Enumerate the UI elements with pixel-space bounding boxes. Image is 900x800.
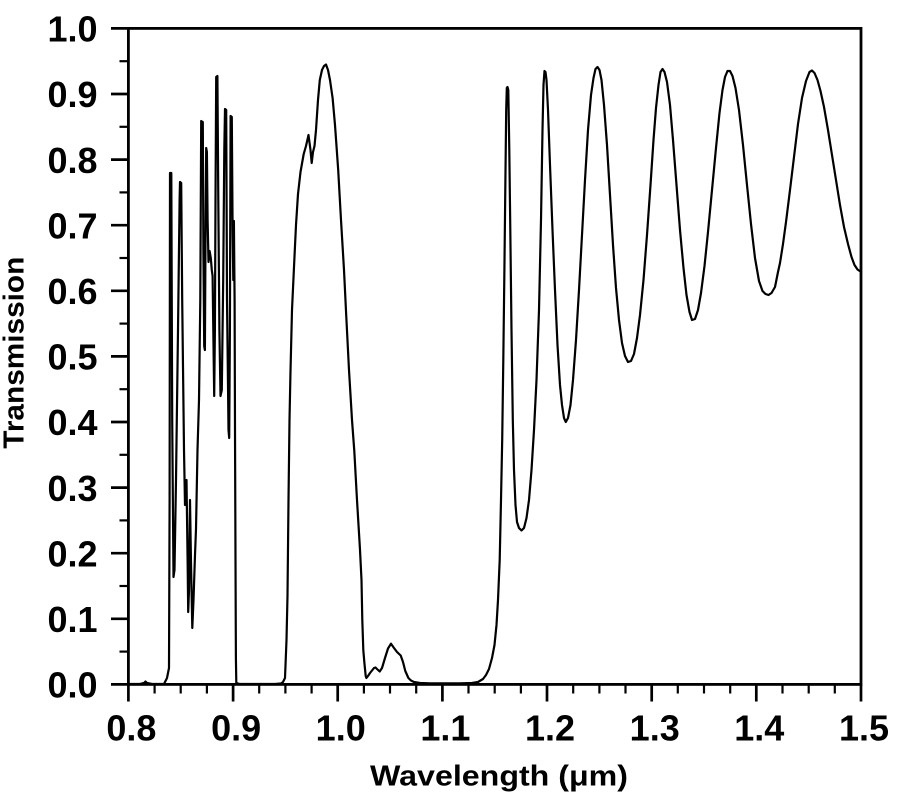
svg-text:0.1: 0.1 (47, 599, 97, 640)
svg-text:Wavelength (μm): Wavelength (μm) (370, 761, 628, 793)
svg-text:0.5: 0.5 (47, 337, 97, 378)
svg-text:0.4: 0.4 (47, 402, 97, 443)
svg-text:0.6: 0.6 (47, 271, 97, 312)
svg-text:1.5: 1.5 (839, 707, 889, 748)
svg-text:0.9: 0.9 (47, 74, 97, 115)
svg-text:1.4: 1.4 (734, 707, 784, 748)
svg-text:0.9: 0.9 (211, 707, 261, 748)
svg-text:1.1: 1.1 (420, 707, 470, 748)
svg-text:1.3: 1.3 (630, 707, 680, 748)
svg-text:Transmission: Transmission (0, 257, 31, 449)
svg-text:1.0: 1.0 (47, 9, 97, 50)
svg-text:0.0: 0.0 (47, 665, 97, 706)
svg-text:0.2: 0.2 (47, 533, 97, 574)
svg-text:1.0: 1.0 (316, 707, 366, 748)
svg-text:1.2: 1.2 (525, 707, 575, 748)
svg-text:0.8: 0.8 (47, 140, 97, 181)
svg-text:0.7: 0.7 (47, 205, 97, 246)
svg-text:0.3: 0.3 (47, 468, 97, 509)
svg-text:0.8: 0.8 (106, 707, 156, 748)
